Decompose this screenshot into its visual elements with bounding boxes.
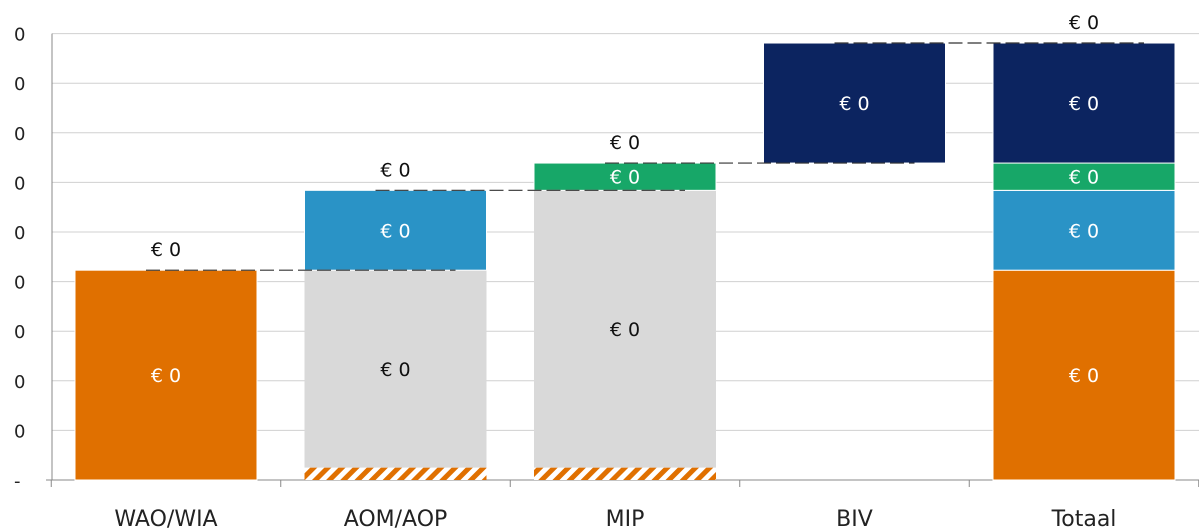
y-tick-label: 0 xyxy=(14,273,25,294)
segment-value-label: € 0 xyxy=(380,220,410,242)
bar-segment-mip-hatch xyxy=(534,467,716,480)
category-label-wao-wia: WAO/WIA xyxy=(114,507,217,530)
y-tick-label: 0 xyxy=(14,74,25,95)
segment-value-label: € 0 xyxy=(1069,167,1099,189)
bar-segment-aom-aop-hatch xyxy=(304,467,487,480)
labels: € 0 € 0 € 0 € 0 € 0 € 0 € 0 € 0 € 0 € 0 € 0 € 0 € 0 €… xyxy=(151,12,1099,387)
top-value-label-totaal: € 0 xyxy=(1069,12,1099,34)
y-tick-label: 0 xyxy=(14,124,25,145)
segment-value-label: € 0 xyxy=(610,167,640,189)
category-label-aom-aop: AOM/AOP xyxy=(344,507,448,530)
category-label-totaal: Totaal xyxy=(1051,507,1117,530)
category-label-mip: MIP xyxy=(606,507,645,530)
bar-segment-totaal-value xyxy=(992,269,1176,481)
segment-value-label: € 0 xyxy=(1069,365,1099,387)
bars xyxy=(74,42,1176,481)
segment-value-label: € 0 xyxy=(610,319,640,341)
y-tick-label: - xyxy=(14,471,21,492)
y-tick-label: 0 xyxy=(14,322,25,343)
bar-segment-totaal-value xyxy=(992,42,1176,164)
bar-segment-aom-aop-base xyxy=(304,270,487,468)
bar-segment-mip-base xyxy=(534,190,716,468)
category-label-biv: BIV xyxy=(836,507,873,530)
y-tick-label: 0 xyxy=(14,421,25,442)
top-value-label-aom-aop: € 0 xyxy=(380,159,410,181)
y-tick-label: 0 xyxy=(14,372,25,393)
top-value-label-mip: € 0 xyxy=(610,132,640,154)
segment-value-label: € 0 xyxy=(151,365,181,387)
y-tick-label: 0 xyxy=(14,25,25,46)
y-tick-label: 0 xyxy=(14,223,25,244)
segment-value-label: € 0 xyxy=(1069,93,1099,115)
bar-segment-biv-value xyxy=(763,42,946,164)
segment-value-label: € 0 xyxy=(1069,220,1099,242)
connectors xyxy=(146,42,1144,271)
y-tick-label: 0 xyxy=(14,173,25,194)
bar-segment-mip-value xyxy=(533,162,717,191)
segment-value-label: € 0 xyxy=(839,93,869,115)
top-value-label-wao-wia: € 0 xyxy=(151,239,181,261)
bar-segment-aom-aop-value xyxy=(304,189,487,271)
bar-segment-wao-wia-value xyxy=(74,269,258,481)
bar-segment-totaal-value xyxy=(992,162,1176,191)
segment-value-label: € 0 xyxy=(380,359,410,381)
